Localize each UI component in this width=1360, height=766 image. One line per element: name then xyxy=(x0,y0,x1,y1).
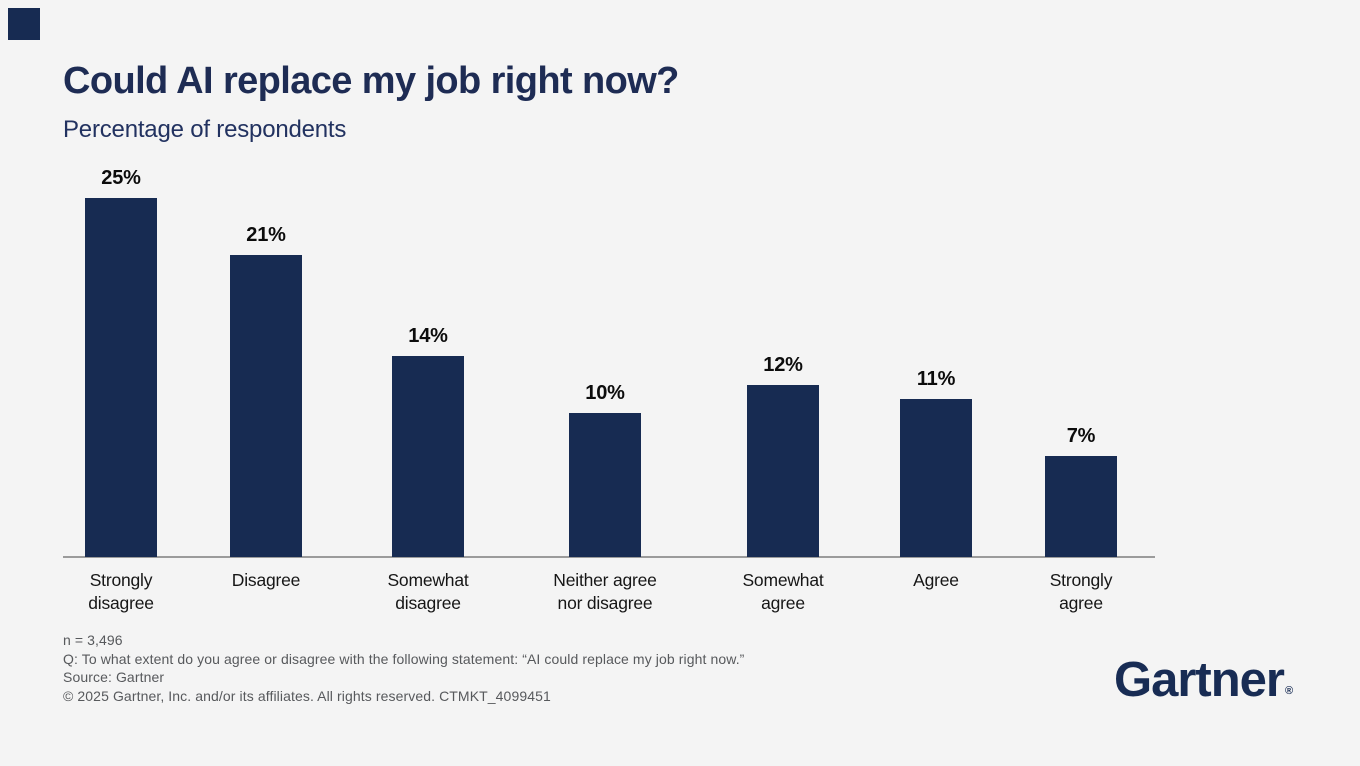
bar-value-label: 12% xyxy=(763,354,803,376)
bar-somewhat-agree xyxy=(747,385,819,557)
gartner-logo-text: Gartner xyxy=(1114,653,1285,707)
chart-title: Could AI replace my job right now? xyxy=(63,60,679,102)
bar-value-label: 25% xyxy=(101,167,141,189)
bar-value-label: 11% xyxy=(916,368,956,390)
bar-somewhat-disagree xyxy=(392,356,464,557)
bar-strongly-disagree xyxy=(85,198,157,557)
gartner-logo: Gartner® xyxy=(1114,652,1293,708)
bar-strongly-agree xyxy=(1045,456,1117,557)
chart-subtitle: Percentage of respondents xyxy=(63,116,347,143)
bar-value-label: 10% xyxy=(585,382,625,404)
x-axis-label: Somewhat agree xyxy=(742,570,824,613)
bar-value-label: 7% xyxy=(1066,425,1096,447)
footnote-copyright: © 2025 Gartner, Inc. and/or its affiliat… xyxy=(63,687,551,704)
x-axis-line xyxy=(63,556,1155,558)
x-axis-label: Strongly disagree xyxy=(88,570,154,613)
x-axis-label: Agree xyxy=(913,570,959,590)
footnote-sample-size: n = 3,496 xyxy=(63,632,123,648)
bar-agree xyxy=(900,399,972,557)
bar-value-label: 14% xyxy=(408,325,448,347)
gartner-corner-brand-mark xyxy=(8,8,40,40)
footnote-question: Q: To what extent do you agree or disagr… xyxy=(63,650,745,667)
footnote-source: Source: Gartner xyxy=(63,669,165,685)
bar-value-label: 21% xyxy=(246,224,286,246)
x-axis-label: Disagree xyxy=(231,570,301,590)
x-axis-label: Neither agree nor disagree xyxy=(553,570,657,613)
bar-neither-agree-nor-disagree xyxy=(569,413,641,557)
registered-trademark-icon: ® xyxy=(1285,685,1294,697)
x-axis-label: Somewhat disagree xyxy=(387,570,469,613)
chart-footnotes: n = 3,496 Q: To what extent do you agree… xyxy=(63,631,744,705)
bar-disagree xyxy=(230,255,302,557)
x-axis-label: Strongly agree xyxy=(1049,570,1113,613)
